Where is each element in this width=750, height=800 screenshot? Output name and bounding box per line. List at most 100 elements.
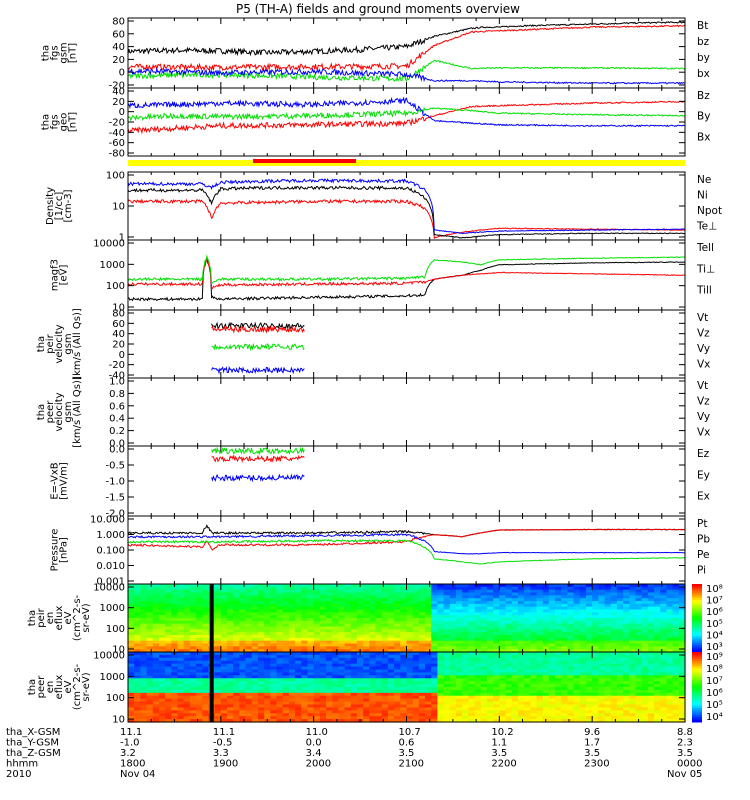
ylabel-p6-1: peer <box>45 400 56 424</box>
heatmap-cell <box>307 640 315 645</box>
heatmap-cell <box>623 595 630 599</box>
heatmap-cell <box>158 716 166 720</box>
legend-p4-0: Tell <box>696 242 714 254</box>
heatmap-cell <box>332 701 340 706</box>
ylabel-p5-3: gsm <box>63 333 74 354</box>
heatmap-cell <box>177 623 185 628</box>
heatmap-cell <box>295 704 302 709</box>
heatmap-cell <box>480 681 488 685</box>
heatmap-cell <box>412 660 420 665</box>
heatmap-cell <box>301 635 309 639</box>
heatmap-cell <box>220 589 228 594</box>
heatmap-cell <box>412 675 420 679</box>
heatmap-cell <box>425 618 432 622</box>
heatmap-cell <box>301 707 309 711</box>
heatmap-cell <box>319 598 327 602</box>
heatmap-cell <box>604 629 612 633</box>
heatmap-cell <box>350 695 358 700</box>
heatmap-cell <box>542 629 550 633</box>
heatmap-cell <box>165 692 172 697</box>
heatmap-cell <box>660 606 668 611</box>
heatmap-cell <box>561 678 569 682</box>
heatmap-cell <box>233 678 240 682</box>
heatmap-cell <box>623 710 630 714</box>
heatmap-cell <box>418 681 426 685</box>
heatmap-cell <box>270 643 278 647</box>
heatmap-cell <box>276 678 284 682</box>
heatmap-cell <box>604 687 612 691</box>
heatmap-cell <box>635 660 643 665</box>
heatmap-cell <box>517 701 525 706</box>
heatmap-cell <box>381 592 389 596</box>
heatmap-cell <box>641 692 649 697</box>
heatmap-cell <box>474 584 482 588</box>
heatmap-cell <box>189 603 197 608</box>
heatmap-cell <box>313 584 321 588</box>
heatmap-cell <box>517 710 525 714</box>
heatmap-cell <box>196 595 203 599</box>
heatmap-cell <box>177 689 185 694</box>
heatmap-cell <box>183 623 191 628</box>
heatmap-cell <box>418 635 426 639</box>
heatmap-cell <box>307 672 315 676</box>
heatmap-cell <box>189 692 197 697</box>
heatmap-cell <box>499 716 507 720</box>
heatmap-cell <box>264 595 271 599</box>
ylabel-p1-0: tha <box>41 45 52 61</box>
heatmap-cell <box>604 598 612 602</box>
heatmap-cell <box>196 632 203 636</box>
heatmap-cell <box>623 615 630 619</box>
heatmap-cell <box>400 660 408 665</box>
heatmap-cell <box>239 675 247 679</box>
heatmap-cell <box>524 632 531 636</box>
heatmap-cell <box>418 654 426 659</box>
heatmap-cell <box>573 652 581 656</box>
heatmap-cell <box>350 612 358 616</box>
heatmap-cell <box>369 675 377 679</box>
heatmap-cell <box>251 684 259 688</box>
heatmap-cell <box>468 652 476 656</box>
heatmap-cell <box>517 601 525 605</box>
heatmap-cell <box>660 623 668 628</box>
heatmap-cell <box>647 681 655 685</box>
heatmap-cell <box>134 713 141 717</box>
heatmap-cell <box>616 623 624 628</box>
heatmap-cell <box>332 598 340 602</box>
heatmap-cell <box>196 719 203 723</box>
heatmap-cell <box>604 592 612 596</box>
heatmap-cell <box>227 601 234 605</box>
heatmap-cell <box>573 675 581 679</box>
heatmap-cell <box>363 695 370 700</box>
heatmap-cell <box>585 592 593 596</box>
heatmap-cell <box>140 713 148 717</box>
heatmap-cell <box>288 698 296 703</box>
heatmap-cell <box>555 704 562 709</box>
heatmap-cell <box>282 646 290 650</box>
heatmap-cell <box>338 612 346 616</box>
heatmap-cell <box>567 681 575 685</box>
heatmap-cell <box>400 612 408 616</box>
heatmap-cell <box>654 704 661 709</box>
heatmap-cell <box>567 589 575 594</box>
heatmap-cell <box>233 643 240 647</box>
heatmap-cell <box>177 598 185 602</box>
heatmap-cell <box>406 586 414 591</box>
heatmap-cell <box>245 707 253 711</box>
heatmap-cell <box>486 595 494 599</box>
heatmap-cell <box>616 598 624 602</box>
heatmap-cell <box>400 681 408 685</box>
heatmap-cell <box>567 710 575 714</box>
heatmap-cell <box>288 632 296 636</box>
heatmap-cell <box>604 704 612 709</box>
heatmap-cell <box>233 640 240 645</box>
heatmap-cell <box>363 663 370 668</box>
heatmap-cell <box>647 713 655 717</box>
heatmap-cell <box>468 701 476 706</box>
heatmap-cell <box>474 692 482 697</box>
heatmap-cell <box>592 586 599 591</box>
heatmap-cell <box>542 698 550 703</box>
heatmap-cell <box>214 684 222 688</box>
heatmap-cell <box>375 704 383 709</box>
heatmap-cell <box>400 586 408 591</box>
heatmap-cell <box>468 669 476 674</box>
